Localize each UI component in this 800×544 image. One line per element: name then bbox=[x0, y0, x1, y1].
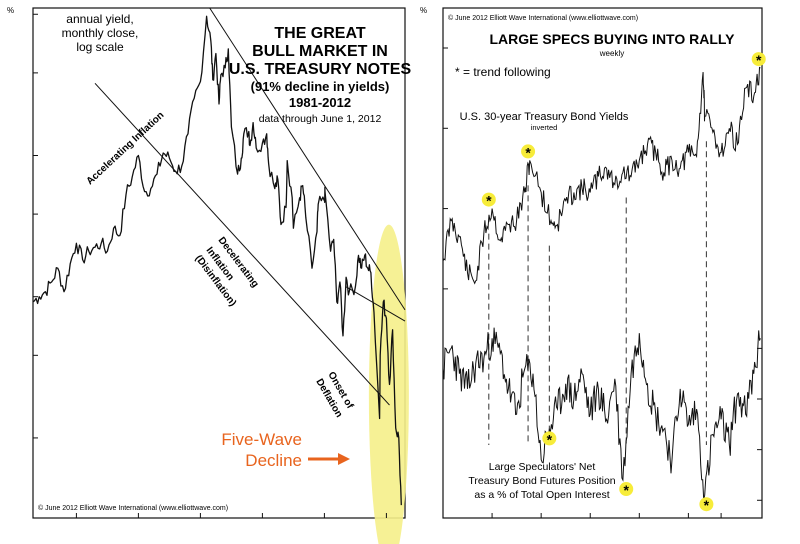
specs-label-line-1: Large Speculators' Net bbox=[489, 461, 596, 473]
trend-marker-star: * bbox=[704, 497, 710, 513]
specs-label-line-2: Treasury Bond Futures Position bbox=[468, 475, 615, 487]
trend-marker-star: * bbox=[623, 482, 629, 498]
right-legend: * = trend following bbox=[455, 65, 551, 79]
left-title-line-1: THE GREAT bbox=[274, 25, 365, 42]
channel-line-lower bbox=[94, 82, 390, 406]
trend-marker-star: * bbox=[525, 144, 531, 160]
left-chart-panel: % annual yield, monthly close, log scale… bbox=[7, 6, 411, 544]
bond-yield-inverted-note: inverted bbox=[531, 123, 558, 132]
trend-marker-dot bbox=[751, 52, 766, 67]
trend-marker-dot bbox=[619, 482, 634, 497]
callout-line-2: Decline bbox=[245, 451, 302, 470]
right-title: LARGE SPECS BUYING INTO RALLY bbox=[489, 31, 735, 47]
left-description-line-2: monthly close, bbox=[62, 26, 139, 40]
trend-marker-dot bbox=[481, 192, 496, 207]
specs-position-series-line bbox=[442, 327, 761, 500]
left-description-line-3: log scale bbox=[76, 40, 124, 54]
callout-arrow-head bbox=[338, 453, 350, 465]
trend-marker-dot bbox=[521, 144, 536, 159]
specs-label-line-3: as a % of Total Open Interest bbox=[474, 489, 609, 501]
left-date-range: 1981-2012 bbox=[289, 95, 351, 110]
left-title-line-3: U.S. TREASURY NOTES bbox=[229, 61, 412, 78]
left-title-line-2: BULL MARKET IN bbox=[252, 43, 388, 60]
bond-yield-series-line bbox=[442, 66, 761, 285]
left-y-unit: % bbox=[7, 6, 14, 15]
right-copyright: © June 2012 Elliott Wave International (… bbox=[448, 14, 638, 22]
right-chart-panel: * * * * * * % © June 2012 Elliott Wave Intern… bbox=[420, 6, 766, 519]
trend-marker-star: * bbox=[547, 431, 553, 447]
left-description-line-1: annual yield, bbox=[66, 12, 133, 26]
right-plot-frame bbox=[442, 7, 763, 519]
trend-marker-star: * bbox=[486, 193, 492, 209]
trend-marker-star: * bbox=[756, 52, 762, 68]
callout-line-1: Five-Wave bbox=[221, 430, 302, 449]
right-subtitle: weekly bbox=[599, 49, 624, 58]
left-data-note: data through June 1, 2012 bbox=[259, 113, 382, 125]
trend-marker-dot bbox=[699, 497, 714, 512]
left-copyright: © June 2012 Elliott Wave International (… bbox=[38, 504, 228, 512]
right-y-unit: % bbox=[420, 6, 427, 15]
treasury-yield-series-line bbox=[32, 15, 402, 506]
left-subtitle: (91% decline in yields) bbox=[251, 79, 390, 94]
channel-line-upper bbox=[209, 7, 406, 311]
bond-yield-series-label: U.S. 30-year Treasury Bond Yields bbox=[460, 111, 629, 123]
channel-line-recent bbox=[345, 286, 406, 322]
trend-marker-dot bbox=[542, 431, 557, 446]
